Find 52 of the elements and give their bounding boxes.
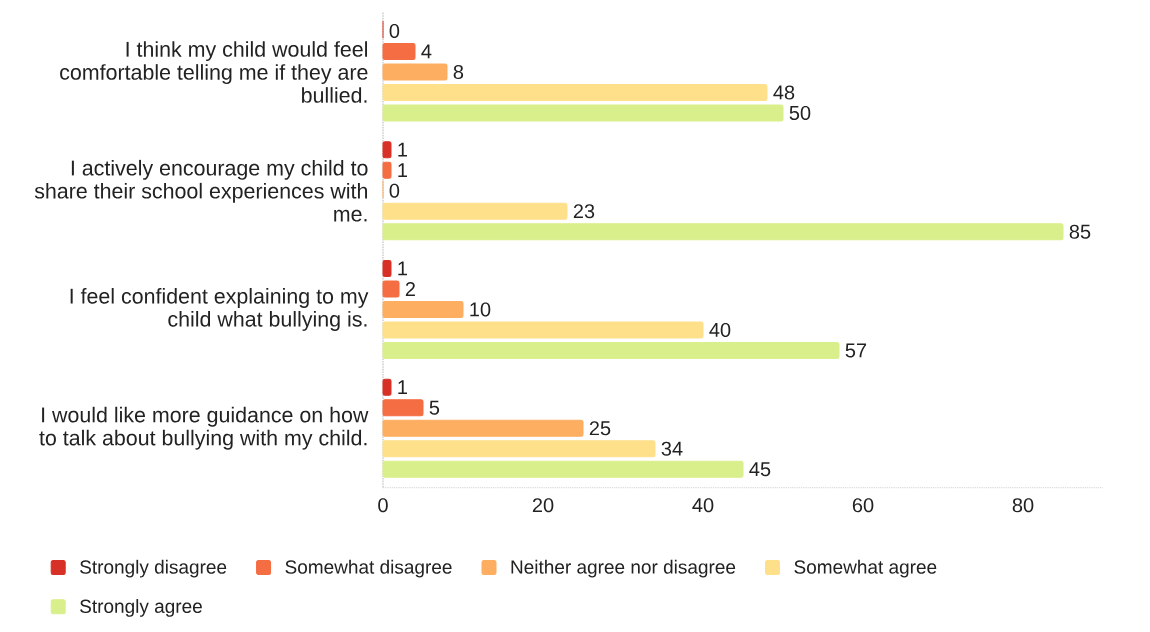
- data-label: 34: [661, 441, 683, 456]
- bar: [382, 440, 656, 458]
- y-tick-label: I actively encourage my child to share their school experiences with me.: [34, 159, 368, 222]
- data-label: 25: [589, 421, 611, 436]
- bar: [382, 321, 704, 339]
- data-label: 0: [389, 23, 400, 39]
- data-label: 2: [405, 282, 415, 296]
- bar: [382, 280, 400, 298]
- x-tick-label: 80: [1012, 498, 1034, 513]
- bar: [382, 341, 840, 359]
- y-tick-label: I would like more guidance on how to talk about bullying with my child.: [39, 406, 369, 450]
- data-label: 1: [398, 261, 407, 276]
- data-label: 1: [398, 163, 407, 178]
- bar: [382, 63, 448, 81]
- data-label: 85: [1069, 224, 1091, 239]
- legend-label: Strongly disagree: [80, 559, 227, 578]
- data-label: 10: [470, 302, 491, 317]
- x-tick-label: 40: [692, 498, 714, 513]
- legend-label: Neither agree nor disagree: [511, 559, 736, 578]
- x-tick-label: 60: [852, 498, 874, 513]
- bar: [382, 83, 768, 101]
- data-label: 5: [429, 400, 440, 415]
- data-label: 0: [389, 183, 400, 198]
- bar: [382, 104, 784, 122]
- data-label: 1: [398, 380, 407, 395]
- bar: [382, 460, 744, 478]
- bar: [382, 419, 584, 437]
- bar: [382, 259, 392, 277]
- data-label: 50: [789, 105, 811, 121]
- data-label: 40: [709, 322, 731, 338]
- y-tick-label: I feel confident explaining to my child what bullying is.: [70, 288, 369, 331]
- bar: [382, 141, 392, 159]
- bar: [382, 378, 392, 396]
- x-tick-label: 20: [532, 498, 554, 513]
- bar: [382, 161, 392, 179]
- bar: [382, 399, 424, 417]
- y-tick-label: I think my child would feel comfortable telling me if they are bullied.: [60, 41, 368, 103]
- data-label: 48: [773, 85, 795, 100]
- bar: [382, 300, 464, 318]
- bar: [382, 223, 1064, 241]
- legend-label: Somewhat agree: [794, 559, 937, 578]
- data-label: 23: [573, 204, 595, 219]
- legend-label: Strongly agree: [80, 599, 202, 617]
- data-label: 4: [421, 44, 432, 59]
- x-tick-label: 0: [378, 498, 388, 513]
- data-label: 57: [845, 343, 867, 358]
- bar: [382, 42, 416, 60]
- data-label: 1: [398, 142, 407, 157]
- data-label: 8: [453, 64, 464, 80]
- data-label: 45: [749, 462, 771, 477]
- legend-label: Somewhat disagree: [285, 559, 452, 578]
- bar: [382, 202, 568, 220]
